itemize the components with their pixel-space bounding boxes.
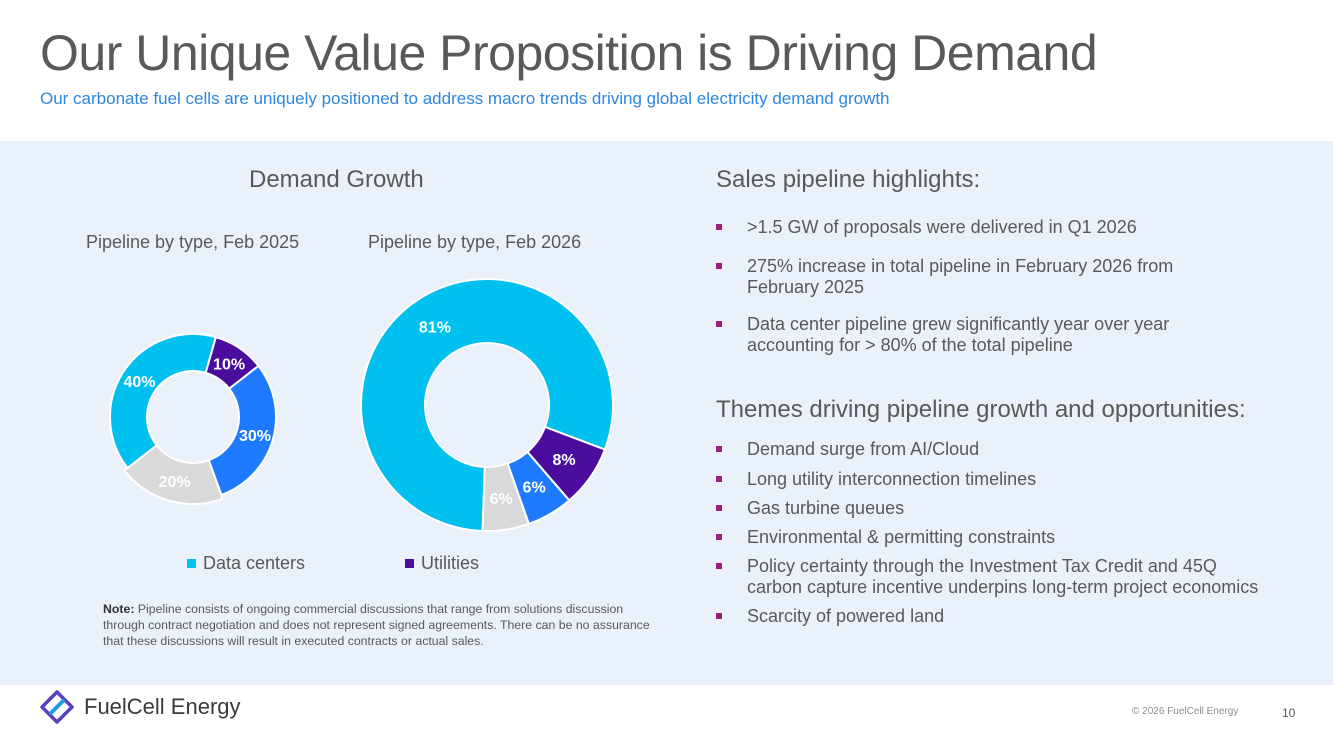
donut-chart-feb-2025: 40% 10% 30% 20%	[109, 333, 277, 505]
themes-heading: Themes driving pipeline growth and oppor…	[716, 396, 1246, 423]
donut-data-label: 40%	[124, 374, 156, 391]
footnote-text: Pipeline consists of ongoing commercial …	[103, 602, 650, 648]
page-title: Our Unique Value Proposition is Driving …	[40, 25, 1098, 81]
chart-title-2026: Pipeline by type, Feb 2026	[368, 232, 582, 252]
fuelcell-logo-icon	[40, 690, 74, 724]
legend-swatch-data-centers	[187, 559, 196, 568]
list-item: Demand surge from AI/Cloud	[716, 439, 1296, 460]
list-item: Data center pipeline grew significantly …	[716, 314, 1247, 356]
donut-data-label: 6%	[523, 479, 546, 496]
donut-data-label: 8%	[552, 452, 575, 469]
list-item: 275% increase in total pipeline in Febru…	[716, 256, 1227, 298]
themes-list: Demand surge from AI/Cloud Long utility …	[716, 439, 1296, 627]
donut-chart-feb-2026: 81% 8% 6% 6%	[360, 278, 614, 532]
list-item: Scarcity of powered land	[716, 606, 1296, 627]
list-item: Environmental & permitting constraints	[716, 527, 1296, 548]
donut-data-label: 20%	[159, 474, 191, 491]
page-number: 10	[1282, 706, 1296, 720]
donut-data-label: 30%	[239, 428, 271, 445]
donut-segment-gray-segment	[481, 462, 531, 532]
footnote-label: Note:	[103, 602, 135, 616]
donut-segment-gray-segment	[123, 443, 225, 505]
donut-data-label: 81%	[419, 320, 451, 337]
copyright: © 2026 FuelCell Energy	[1132, 706, 1239, 717]
sales-pipeline-heading: Sales pipeline highlights:	[716, 166, 981, 193]
legend-swatch-utilities	[405, 559, 414, 568]
legend-item-utilities: Utilities	[405, 553, 479, 574]
brand-name: FuelCell Energy	[84, 694, 241, 719]
list-item: >1.5 GW of proposals were delivered in Q…	[716, 217, 1296, 238]
list-item: Long utility interconnection timelines	[716, 469, 1296, 490]
donut-segment-data-centers	[109, 333, 218, 470]
sales-highlights-list: >1.5 GW of proposals were delivered in Q…	[716, 217, 1296, 356]
content-panel	[0, 141, 1333, 685]
donut-segment-data-centers	[360, 278, 614, 532]
donut-segment-blue-segment	[207, 364, 277, 497]
legend-item-data-centers: Data centers	[187, 553, 305, 574]
footnote: Note: Pipeline consists of ongoing comme…	[103, 601, 663, 649]
brand-logo: FuelCell Energy	[40, 690, 241, 724]
legend-label: Data centers	[203, 553, 306, 573]
demand-growth-heading: Demand Growth	[249, 166, 424, 193]
list-item: Gas turbine queues	[716, 498, 1296, 519]
list-item: Policy certainty through the Investment …	[716, 556, 1267, 598]
donut-data-label: 10%	[213, 357, 245, 374]
page-subtitle: Our carbonate fuel cells are uniquely po…	[40, 89, 890, 108]
legend-label: Utilities	[421, 553, 480, 573]
chart-title-2025: Pipeline by type, Feb 2025	[86, 232, 300, 252]
donut-data-label: 6%	[490, 491, 513, 508]
